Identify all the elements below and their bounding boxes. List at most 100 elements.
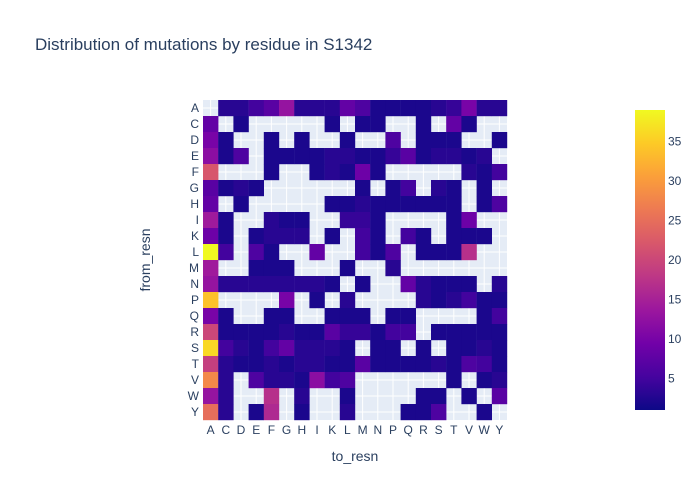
heatmap-cell: [339, 292, 356, 309]
heatmap-cell: [263, 100, 280, 117]
x-tick-label: D: [237, 423, 246, 437]
y-tick-label: N: [190, 277, 199, 291]
heatmap-cell: [218, 372, 234, 389]
heatmap-cell: [294, 132, 310, 149]
heatmap-cell: [400, 148, 416, 165]
x-tick-label: F: [268, 423, 275, 437]
heatmap-cell: [233, 276, 249, 293]
y-tick-label: H: [190, 197, 199, 211]
heatmap-cell: [218, 244, 234, 261]
y-tick-label: W: [188, 389, 200, 403]
heatmap-cell: [294, 372, 310, 389]
heatmap-cell: [415, 292, 432, 309]
y-tick-label: A: [191, 101, 199, 115]
heatmap-cells: [203, 100, 508, 421]
colorbar-tick-label: 15: [668, 292, 682, 306]
x-tick-label: I: [315, 423, 318, 437]
heatmap-cell: [218, 340, 234, 357]
heatmap-cell: [415, 276, 432, 293]
heatmap-cell: [233, 196, 249, 213]
chart-title: Distribution of mutations by residue in …: [35, 35, 372, 54]
heatmap-cell: [385, 132, 401, 149]
heatmap-cell: [324, 308, 340, 325]
heatmap-cell: [279, 228, 295, 245]
heatmap-cell: [248, 244, 264, 261]
heatmap-cell: [355, 324, 371, 341]
heatmap-cell: [203, 372, 219, 389]
y-tick-label: L: [192, 245, 199, 259]
heatmap-cell: [446, 244, 462, 261]
heatmap-cell: [415, 340, 432, 357]
heatmap-cell: [385, 180, 401, 197]
heatmap-cell: [446, 180, 462, 197]
heatmap-cell: [400, 324, 416, 341]
heatmap-cell: [385, 244, 401, 261]
heatmap-cell: [355, 228, 371, 245]
heatmap-cell: [461, 340, 477, 357]
heatmap-cell: [446, 228, 462, 245]
heatmap-cell: [461, 212, 477, 229]
heatmap-cell: [263, 244, 280, 261]
heatmap-cell: [309, 244, 325, 261]
y-tick-label: E: [191, 149, 199, 163]
heatmap-cell: [415, 196, 432, 213]
heatmap-cell: [203, 180, 219, 197]
heatmap-cell: [431, 404, 447, 421]
heatmap-cell: [385, 196, 401, 213]
x-tick-label: S: [435, 423, 443, 437]
heatmap-cell: [370, 324, 386, 341]
heatmap-cell: [431, 148, 447, 165]
heatmap-cell: [218, 180, 234, 197]
y-tick-label: T: [192, 357, 200, 371]
heatmap-cell: [279, 340, 295, 357]
heatmap-cell: [461, 276, 477, 293]
heatmap-cell: [491, 340, 508, 357]
heatmap-cell: [370, 164, 386, 181]
heatmap-cell: [355, 196, 371, 213]
x-tick-label: V: [465, 423, 473, 437]
heatmap-cell: [294, 340, 310, 357]
heatmap-cell: [279, 308, 295, 325]
heatmap-cell: [476, 164, 492, 181]
heatmap-cell: [446, 324, 462, 341]
heatmap-cell: [263, 404, 280, 421]
heatmap-cell: [431, 180, 447, 197]
heatmap-cell: [446, 372, 462, 389]
heatmap-cell: [400, 100, 416, 117]
heatmap-cell: [355, 212, 371, 229]
heatmap-cell: [385, 260, 401, 277]
heatmap-cell: [324, 356, 340, 373]
heatmap-cell: [415, 388, 432, 405]
heatmap-cell: [491, 356, 508, 373]
heatmap-cell: [324, 116, 340, 133]
colorbar-tick-label: 25: [668, 214, 682, 228]
heatmap-cell: [339, 324, 356, 341]
colorbar-tick-label: 5: [668, 371, 675, 385]
x-tick-label: P: [389, 423, 397, 437]
heatmap-cell: [324, 196, 340, 213]
heatmap-cell: [248, 260, 264, 277]
heatmap-cell: [446, 196, 462, 213]
heatmap-cell: [415, 404, 432, 421]
heatmap-cell: [218, 324, 234, 341]
heatmap-cell: [218, 356, 234, 373]
heatmap-cell: [309, 356, 325, 373]
heatmap-cell: [400, 196, 416, 213]
heatmap-cell: [309, 292, 325, 309]
heatmap-cell: [431, 292, 447, 309]
heatmap-cell: [461, 324, 477, 341]
heatmap-cell: [339, 164, 356, 181]
heatmap-cell: [218, 404, 234, 421]
heatmap-cell: [370, 356, 386, 373]
heatmap-cell: [309, 340, 325, 357]
heatmap-cell: [400, 180, 416, 197]
heatmap-cell: [446, 116, 462, 133]
colorbar: 5 10 15 20 25 30 35: [635, 110, 682, 410]
heatmap-cell: [491, 308, 508, 325]
heatmap-cell: [491, 132, 508, 149]
heatmap-cell: [370, 228, 386, 245]
heatmap-cell: [415, 356, 432, 373]
heatmap-cell: [355, 356, 371, 373]
heatmap-cell: [476, 324, 492, 341]
heatmap-cell: [431, 356, 447, 373]
